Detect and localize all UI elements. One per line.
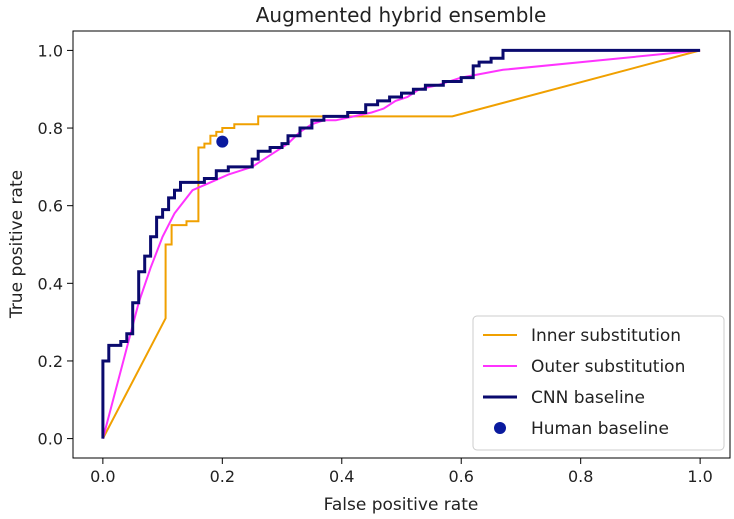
legend-label-outer-substitution: Outer substitution [531, 357, 685, 377]
plot-area [72, 30, 731, 459]
x-tick-label: 0.2 [210, 467, 235, 486]
y-axis-label: True positive rate [7, 170, 27, 319]
x-tick-label: 0.0 [90, 467, 115, 486]
legend: Inner substitution Outer substitution CNN … [472, 315, 725, 451]
y-tick-label: 0.6 [38, 197, 63, 216]
x-axis-ticks: 0.0 0.2 0.4 0.6 0.8 1.0 [90, 458, 713, 486]
y-axis-ticks: 0.0 0.2 0.4 0.6 0.8 1.0 [38, 41, 73, 449]
y-tick-label: 0.0 [38, 430, 63, 449]
y-tick-label: 1.0 [38, 41, 63, 60]
x-tick-label: 1.0 [687, 467, 712, 486]
x-tick-label: 0.4 [329, 467, 354, 486]
series-layer [101, 48, 701, 440]
y-tick-label: 0.4 [38, 274, 63, 293]
legend-label-human-baseline: Human baseline [531, 419, 669, 439]
series-point-human-baseline [216, 135, 229, 148]
x-tick-label: 0.8 [568, 467, 593, 486]
legend-box [472, 315, 725, 451]
x-axis-label: False positive rate [324, 495, 479, 515]
x-tick-label: 0.6 [449, 467, 474, 486]
plot-frame [72, 30, 731, 459]
legend-label-cnn-baseline: CNN baseline [531, 388, 645, 408]
chart-title: Augmented hybrid ensemble [256, 3, 547, 27]
series-line-inner-substitution [102, 49, 701, 440]
series-line-cnn-baseline [101, 48, 701, 439]
legend-label-inner-substitution: Inner substitution [531, 326, 681, 346]
y-tick-label: 0.8 [38, 119, 63, 138]
y-tick-label: 0.2 [38, 352, 63, 371]
legend-swatch-human-baseline [494, 422, 506, 434]
